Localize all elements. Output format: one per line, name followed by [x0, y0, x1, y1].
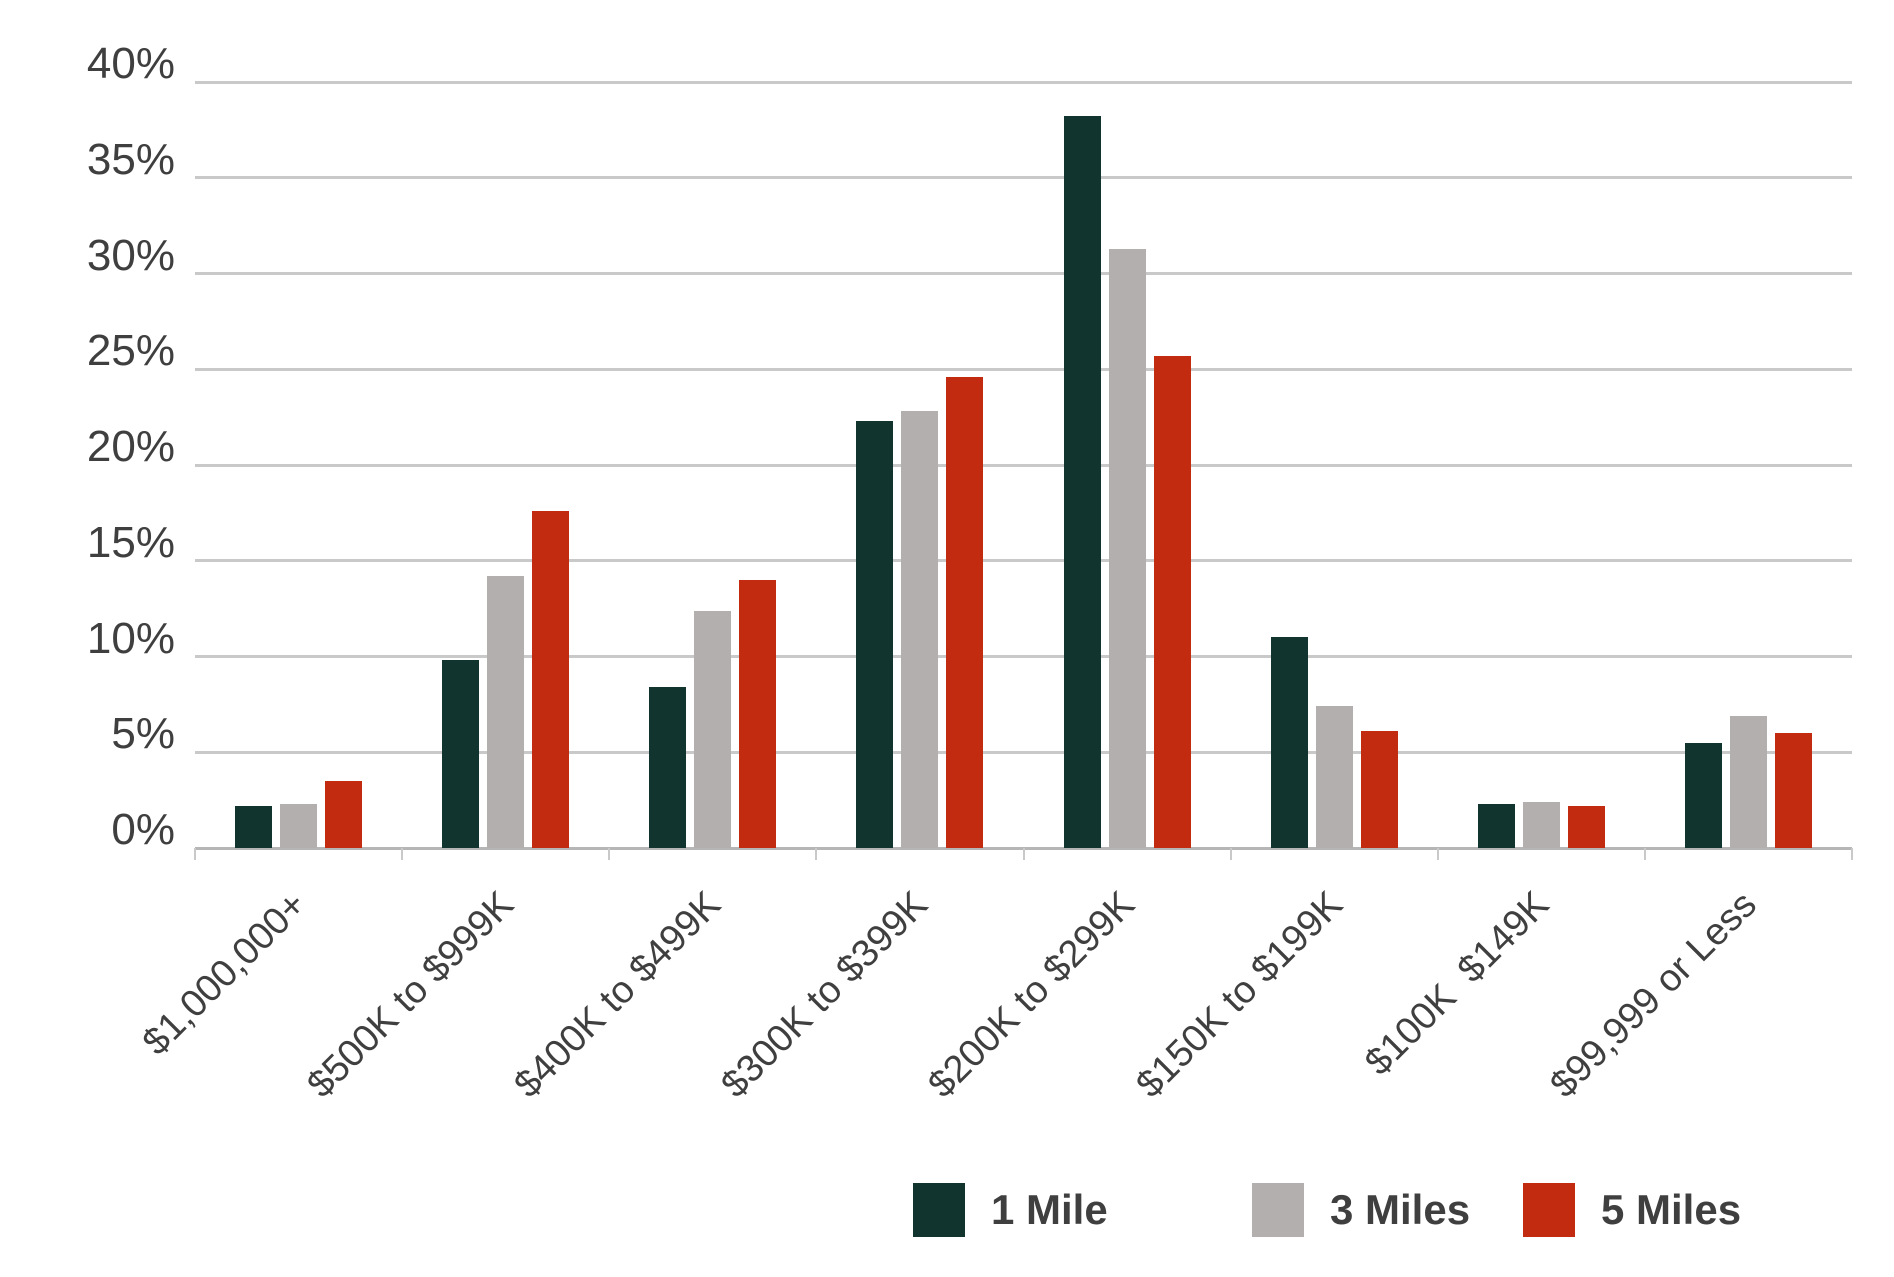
legend-swatch: [913, 1183, 965, 1237]
axis-tick: [608, 848, 611, 860]
bar-group-6: [1438, 82, 1645, 848]
bar-group-3: [816, 82, 1023, 848]
legend-item-3-miles: 3 Miles: [1252, 1183, 1470, 1237]
bar-5-miles-cat6: [1567, 805, 1605, 848]
y-axis-tick-label: 5%: [111, 709, 175, 759]
axis-tick: [1851, 848, 1853, 860]
bar-3-miles-cat3: [901, 411, 939, 848]
y-axis-tick-label: 15%: [86, 517, 175, 567]
bar-1-mile-cat5: [1270, 637, 1308, 848]
gridline: [195, 367, 1852, 371]
legend-label: 1 Mile: [991, 1186, 1108, 1233]
bar-3-miles-cat1: [487, 576, 525, 848]
bar-5-miles-cat4: [1153, 355, 1191, 848]
bar-1-mile-cat1: [442, 660, 480, 848]
legend-swatch: [1252, 1183, 1304, 1237]
bar-group-5: [1231, 82, 1438, 848]
x-axis-category-label: $100K $149K: [1357, 883, 1558, 1084]
legend-label: 3 Miles: [1330, 1186, 1471, 1233]
gridline: [195, 463, 1852, 467]
bar-group-0: [195, 82, 402, 848]
bar-3-miles-cat6: [1522, 802, 1560, 848]
bar-1-mile-cat3: [856, 420, 894, 848]
bar-1-mile-cat7: [1684, 742, 1722, 848]
axis-tick: [815, 848, 818, 860]
axis-tick: [401, 848, 404, 860]
axis-tick: [1643, 848, 1646, 860]
bar-1-mile-cat2: [649, 687, 687, 848]
bar-3-miles-cat4: [1108, 248, 1146, 848]
axis-tick: [1229, 848, 1232, 860]
bar-5-miles-cat5: [1360, 731, 1398, 848]
axis-tick: [194, 848, 196, 860]
gridline: [195, 655, 1852, 658]
x-axis-category-label: $200K to $299K: [920, 883, 1144, 1107]
bar-1-mile-cat0: [235, 805, 273, 848]
x-axis-category-label: $99,999 or Less: [1542, 883, 1765, 1106]
bar-3-miles-cat5: [1315, 706, 1353, 848]
legend-label: 5 Miles: [1601, 1186, 1742, 1233]
bar-3-miles-cat0: [280, 803, 318, 848]
x-axis-category-label: $500K to $999K: [299, 883, 522, 1107]
y-axis-tick-label: 30%: [86, 230, 175, 280]
gridline: [195, 272, 1852, 275]
y-axis-tick-label: 25%: [86, 326, 175, 376]
bar-group-2: [609, 82, 816, 848]
bar-5-miles-cat7: [1774, 733, 1812, 848]
bar-group-7: [1645, 82, 1852, 848]
legend-item-5-miles: 5 Miles: [1523, 1183, 1741, 1237]
y-axis-tick-label: 40%: [86, 39, 175, 88]
y-axis-tick-label: 20%: [86, 422, 175, 471]
gridline: [195, 559, 1852, 563]
bar-groups: [195, 82, 1852, 848]
bar-3-miles-cat2: [694, 610, 732, 848]
gridline: [195, 750, 1852, 754]
gridline: [195, 176, 1852, 180]
axis-tick: [1022, 848, 1025, 860]
bar-1-mile-cat4: [1063, 116, 1101, 848]
x-axis-category-label: $1,000,000+: [134, 883, 315, 1064]
bar-group-4: [1024, 82, 1231, 848]
legend: 1 Mile 3 Miles 5 Miles: [913, 1183, 1743, 1239]
x-axis-category-label: $400K to $499K: [506, 883, 730, 1107]
legend-item-1-mile: 1 Mile: [913, 1183, 1108, 1237]
plot-area: [194, 80, 1853, 860]
bar-5-miles-cat2: [739, 579, 777, 848]
legend-swatch: [1523, 1183, 1575, 1237]
bar-5-miles-cat1: [532, 510, 570, 848]
bar-3-miles-cat7: [1729, 715, 1767, 848]
gridline: [195, 80, 1852, 84]
bar-5-miles-cat3: [946, 376, 984, 848]
bar-5-miles-cat0: [325, 780, 363, 848]
x-axis-category-label: $150K to $199K: [1128, 883, 1351, 1107]
bar-1-mile-cat6: [1477, 803, 1515, 848]
bar-group-1: [402, 82, 609, 848]
axis-tick: [1436, 848, 1439, 860]
y-axis-tick-label: 10%: [86, 613, 175, 663]
x-axis-category-label: $300K to $399K: [713, 883, 937, 1107]
y-axis-tick-label: 35%: [86, 134, 175, 184]
y-axis-tick-label: 0%: [111, 805, 175, 854]
